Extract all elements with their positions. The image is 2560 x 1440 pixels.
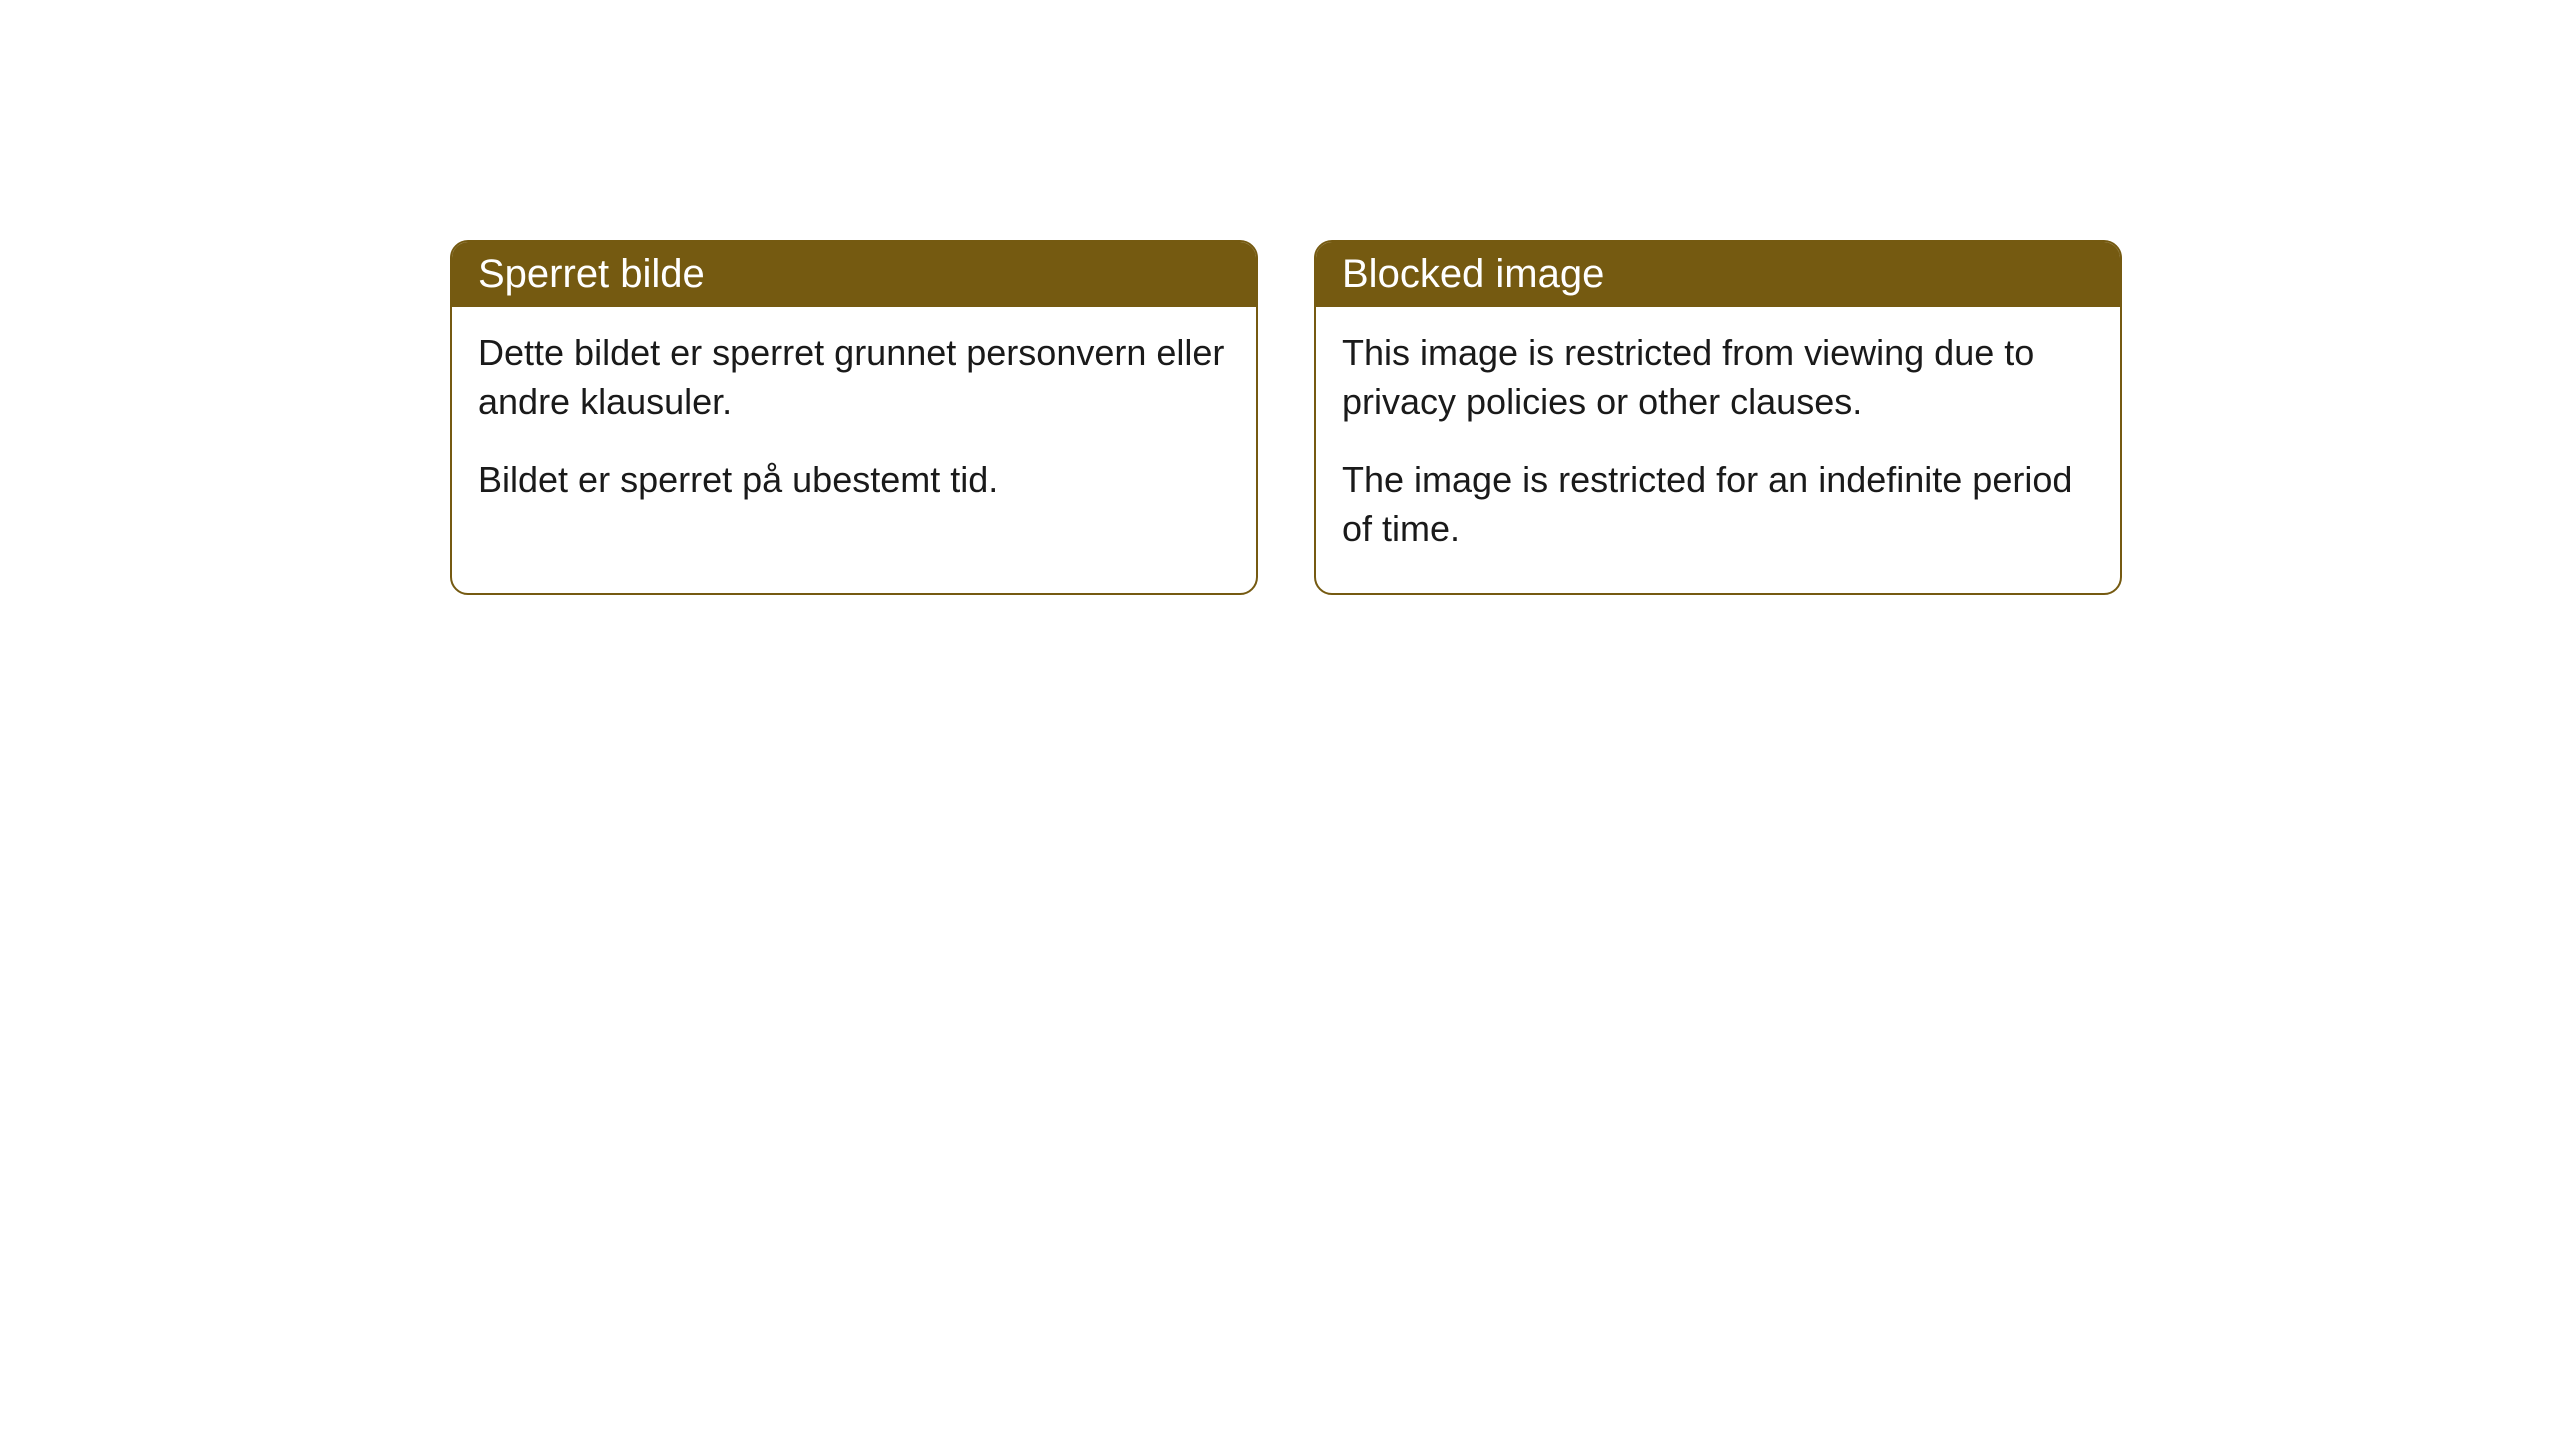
card-text-norwegian-2: Bildet er sperret på ubestemt tid. (478, 456, 1230, 505)
card-text-norwegian-1: Dette bildet er sperret grunnet personve… (478, 329, 1230, 426)
card-text-english-1: This image is restricted from viewing du… (1342, 329, 2094, 426)
card-english: Blocked image This image is restricted f… (1314, 240, 2122, 595)
card-title-norwegian: Sperret bilde (478, 252, 705, 296)
card-header-norwegian: Sperret bilde (452, 242, 1256, 307)
card-body-english: This image is restricted from viewing du… (1316, 307, 2120, 593)
card-title-english: Blocked image (1342, 252, 1604, 296)
card-norwegian: Sperret bilde Dette bildet er sperret gr… (450, 240, 1258, 595)
card-header-english: Blocked image (1316, 242, 2120, 307)
card-text-english-2: The image is restricted for an indefinit… (1342, 456, 2094, 553)
card-body-norwegian: Dette bildet er sperret grunnet personve… (452, 307, 1256, 545)
cards-container: Sperret bilde Dette bildet er sperret gr… (450, 240, 2122, 595)
